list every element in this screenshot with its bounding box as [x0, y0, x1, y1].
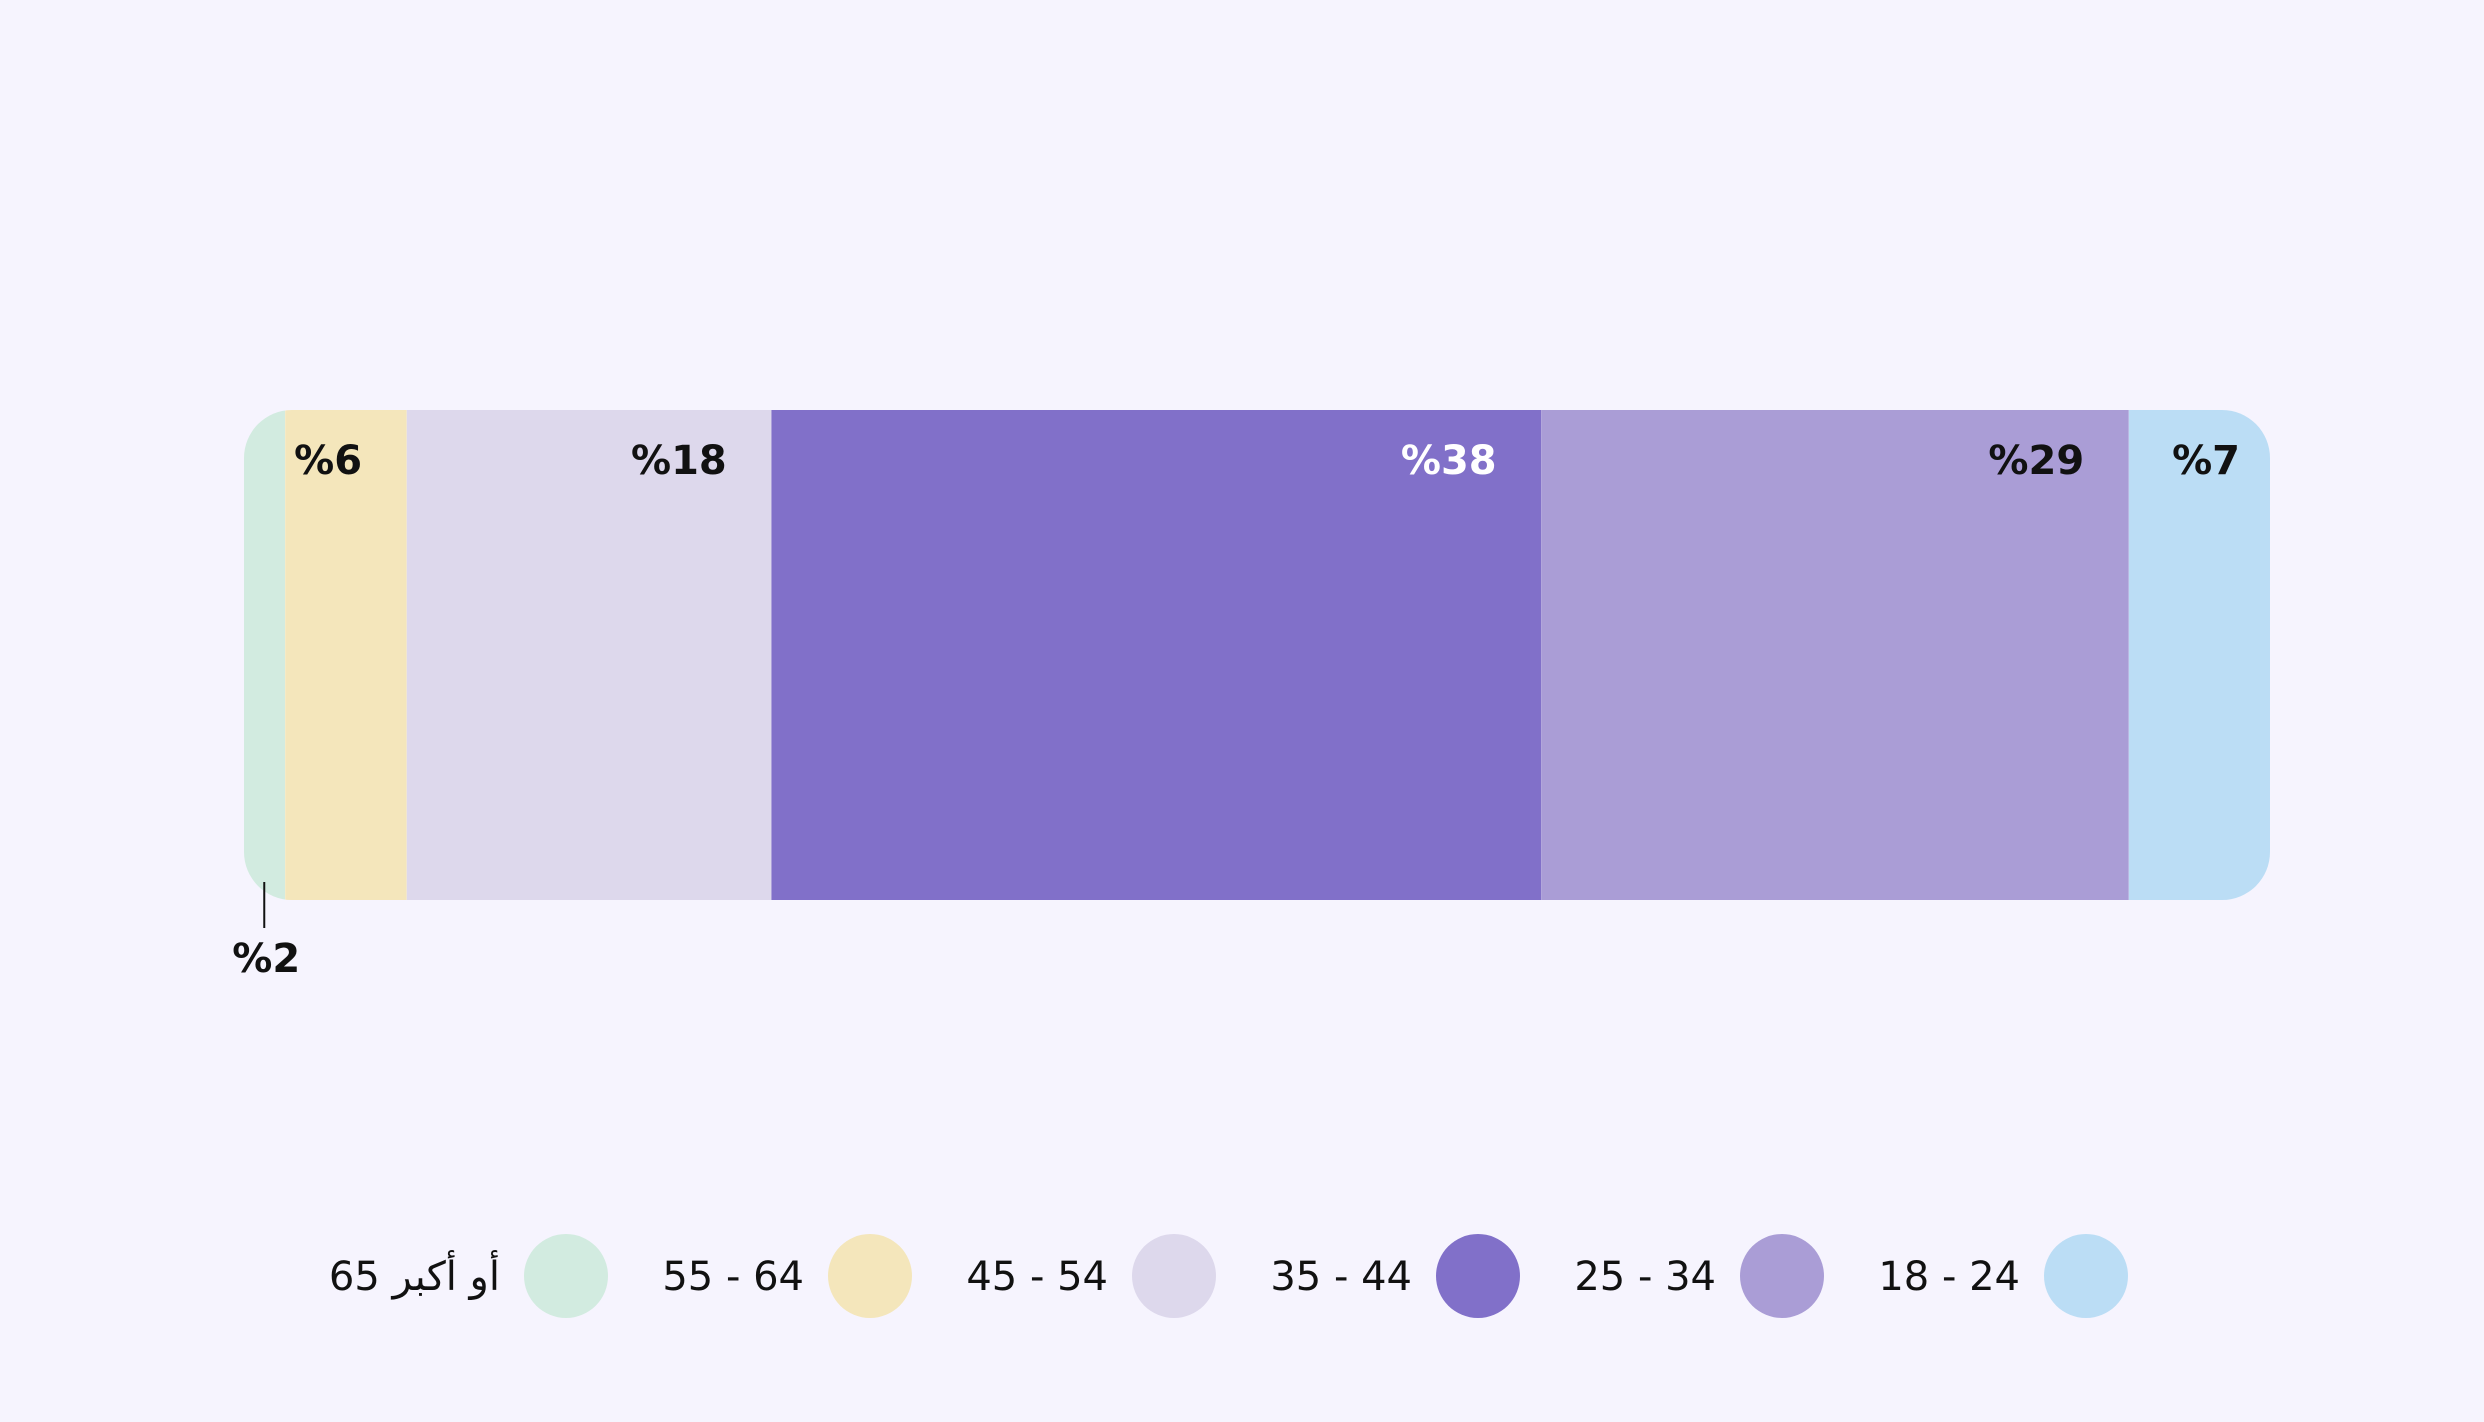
legend-item-55-64: 55 - 64	[662, 1234, 912, 1318]
bar-segment-18-24	[2128, 410, 2270, 900]
legend-label: 65 أو أكبر	[329, 1250, 500, 1300]
legend-swatch	[1132, 1234, 1216, 1318]
bar-segment-25-34	[1540, 410, 2129, 900]
legend-item-25-34: 25 - 34	[1574, 1234, 1824, 1318]
legend-label: 55 - 64	[662, 1254, 804, 1300]
legend: 18 - 24 25 - 34 35 - 44 45 - 54 55 - 64 65 أو…	[329, 1234, 2128, 1318]
data-label-25-34: %29	[1988, 438, 2084, 484]
legend-swatch	[524, 1234, 608, 1318]
bar-group	[244, 410, 2270, 900]
bar-segment-55-64	[284, 410, 407, 900]
legend-item-65: 65 أو أكبر	[329, 1234, 608, 1318]
bar-segment-45-54	[406, 410, 772, 900]
data-label-18-24: %7	[2172, 438, 2240, 484]
legend-swatch	[1436, 1234, 1520, 1318]
legend-label: 45 - 54	[966, 1254, 1108, 1300]
legend-swatch	[2044, 1234, 2128, 1318]
legend-item-35-44: 35 - 44	[1270, 1234, 1520, 1318]
legend-swatch	[1740, 1234, 1824, 1318]
data-label-45-54: %18	[631, 438, 727, 484]
data-label-65: %2	[232, 936, 300, 982]
legend-label: 18 - 24	[1878, 1254, 2020, 1300]
legend-item-18-24: 18 - 24	[1878, 1234, 2128, 1318]
data-label-35-44: %38	[1401, 438, 1497, 484]
legend-item-45-54: 45 - 54	[966, 1234, 1216, 1318]
legend-label: 25 - 34	[1574, 1254, 1716, 1300]
bar-segment-35-44	[770, 410, 1542, 900]
segment-labels: %7 %29 %38 %18 %6 %2	[232, 438, 2240, 982]
data-label-55-64: %6	[294, 438, 362, 484]
bar-segment-65	[244, 410, 286, 900]
legend-swatch	[828, 1234, 912, 1318]
legend-label: 35 - 44	[1270, 1254, 1412, 1300]
